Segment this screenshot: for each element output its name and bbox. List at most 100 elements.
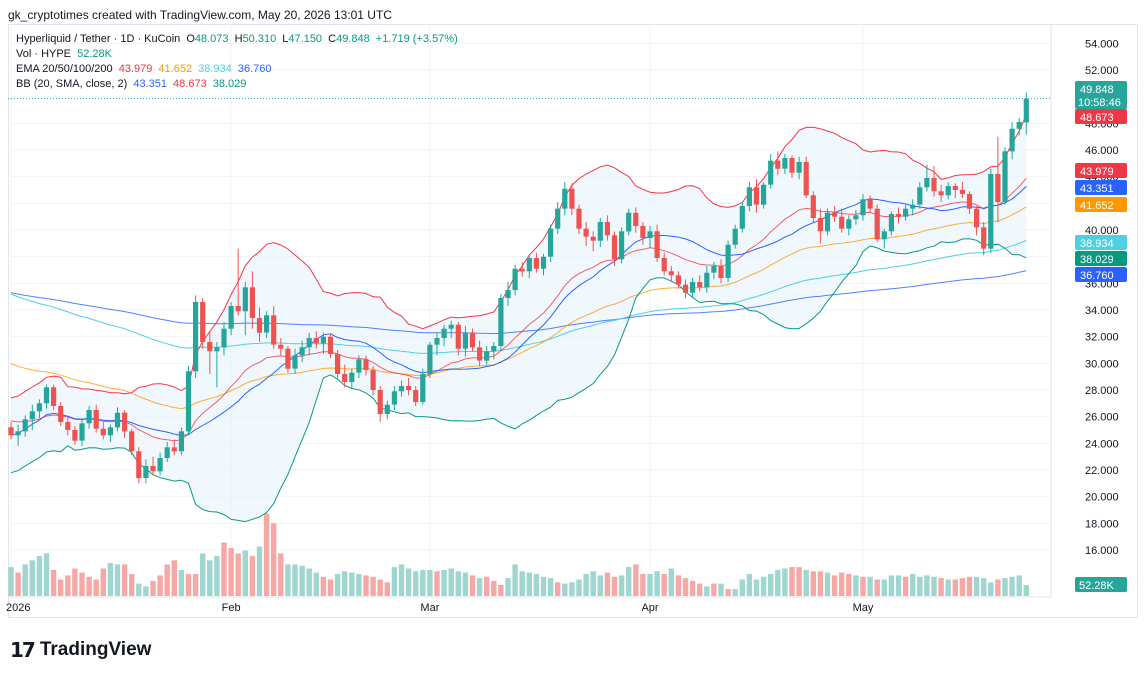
volume-bar [200, 553, 206, 596]
volume-bar [604, 572, 611, 596]
candle-body [540, 256, 547, 269]
legend-close: 49.848 [336, 33, 370, 45]
legend-volume-row[interactable]: Vol · HYPE 52.28K [16, 47, 461, 62]
legend-close-label: C [328, 33, 337, 45]
candle-body [640, 226, 646, 238]
volume-bar [945, 579, 951, 596]
legend-bb-row[interactable]: BB (20, SMA, close, 2) 43.351 48.673 38.… [16, 77, 461, 92]
volume-bar [626, 567, 632, 596]
candle-body [335, 354, 341, 374]
volume-bar [583, 574, 589, 596]
candle-body [256, 318, 263, 333]
candle-body [58, 406, 64, 422]
volume-bar [775, 569, 781, 596]
candle-body [604, 222, 610, 236]
volume-bar [50, 569, 57, 596]
volume-bar [633, 564, 639, 596]
candle-body [981, 227, 987, 249]
candle-body [242, 287, 248, 312]
candle-body [661, 258, 667, 272]
legend-ema200: 36.760 [237, 63, 272, 75]
candle-body [129, 431, 135, 452]
volume-bar [476, 578, 483, 596]
price-axis-label: 34.000 [1085, 305, 1119, 317]
volume-bar [306, 568, 312, 596]
ema200-line [10, 270, 1027, 335]
candle-body [959, 190, 965, 194]
candle-body [278, 344, 284, 349]
candle-body [817, 218, 823, 232]
candle-body [1002, 151, 1008, 202]
volume-bar [114, 564, 121, 596]
volume-bar [533, 574, 540, 596]
price-axis-label: 46.000 [1085, 145, 1119, 157]
volume-bar [413, 571, 419, 597]
candle-body [185, 371, 192, 432]
volume-bar [228, 547, 234, 596]
volume-bar [746, 574, 753, 596]
candle-body [249, 287, 255, 318]
legend-symbol[interactable]: Hyperliquid / Tether · 1D · KuCoin [16, 33, 181, 45]
candle-body [72, 430, 78, 441]
volume-bar [697, 583, 703, 596]
candle-body [952, 186, 958, 190]
price-badge-label: 48.673 [1080, 112, 1114, 124]
volume-bar [995, 579, 1001, 596]
candle-body [193, 302, 199, 372]
candle-body [974, 208, 980, 228]
candle-body [824, 212, 831, 232]
volume-bar [150, 580, 156, 596]
price-badge [1075, 109, 1127, 124]
candle-body [143, 466, 149, 478]
volume-bar [79, 572, 85, 596]
candle-body [413, 390, 419, 402]
volume-bar [732, 589, 738, 596]
volume-bar [888, 575, 895, 596]
volume-bar [434, 571, 440, 597]
legend-ema-row[interactable]: EMA 20/50/100/200 43.979 41.652 38.934 3… [16, 62, 461, 77]
candle-body [491, 346, 497, 352]
candle-body [846, 219, 852, 229]
candle-body [434, 338, 440, 345]
volume-bar [988, 582, 994, 597]
candle-body [775, 160, 781, 169]
volume-bar [959, 578, 966, 596]
volume-bar [952, 579, 958, 596]
volume-bar [547, 578, 554, 596]
price-axis-label: 18.000 [1085, 518, 1119, 530]
volume-bar [214, 556, 220, 596]
tradingview-wordmark: TradingView [39, 639, 152, 660]
volume-bar [853, 575, 859, 596]
time-axis-label: 2026 [6, 602, 30, 614]
volume-bar [782, 568, 788, 596]
price-axis-label: 22.000 [1085, 465, 1119, 477]
volume-bar [555, 582, 561, 597]
volume-bar [43, 553, 50, 596]
candle-body [725, 244, 731, 278]
volume-bar [420, 569, 426, 596]
candle-body [548, 228, 554, 257]
candle-body [51, 387, 57, 406]
volume-bar [682, 578, 689, 596]
volume-bar [235, 553, 241, 596]
volume-bar [271, 523, 277, 596]
volume-bar [910, 574, 916, 596]
candle-body [8, 427, 14, 436]
tradingview-logo[interactable]: 17 TradingView [10, 638, 151, 662]
volume-bar [263, 513, 270, 596]
volume-bar [576, 579, 582, 596]
time-axis-label: Feb [222, 602, 241, 614]
candle-body [682, 284, 689, 293]
price-axis-label: 40.000 [1085, 225, 1119, 237]
legend-ema50: 41.652 [158, 63, 193, 75]
volume-bar [192, 574, 199, 596]
candle-body [945, 186, 951, 196]
price-badge [1075, 251, 1127, 266]
volume-bar [342, 571, 348, 597]
candle-body [697, 282, 703, 288]
price-badge [1075, 81, 1127, 109]
legend-low-label: L [282, 33, 289, 45]
volume-bar [143, 586, 149, 596]
legend-high: 50.310 [242, 33, 277, 45]
